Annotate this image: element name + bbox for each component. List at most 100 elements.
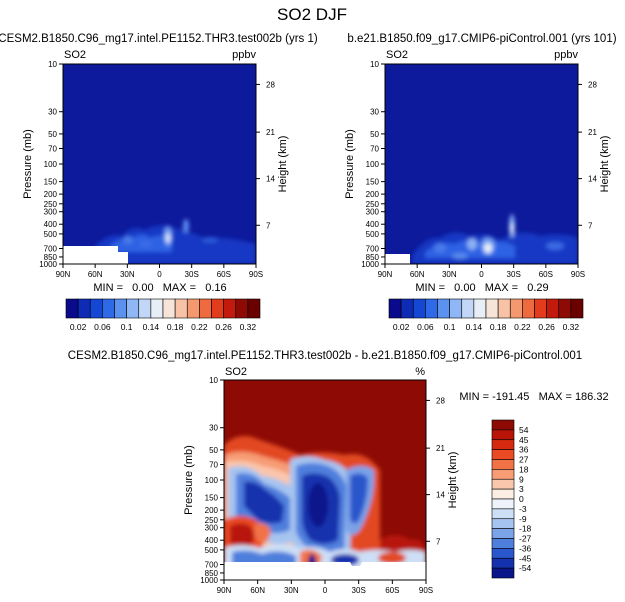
y-tick-label: 30	[370, 108, 379, 117]
colorbar-swatch	[522, 298, 535, 319]
x-tick-label: 60S	[217, 270, 231, 279]
y-axis-title: Pressure (mb)	[183, 445, 195, 515]
colorbar-label: 0.26	[538, 322, 555, 332]
colorbar-swatch	[65, 298, 79, 319]
colorbar-swatch	[412, 298, 426, 319]
x-tick-label: 30N	[284, 586, 299, 595]
colorbar-model: 0.02 0.06 0.1 0.14 0.18 0.22 0.26 0.32	[65, 298, 261, 332]
x-tick-label: 30S	[352, 586, 366, 595]
y-tick-label: 150	[44, 178, 58, 187]
panel-model-field	[63, 64, 256, 264]
x-tick-label: 90S	[249, 270, 263, 279]
colorbar-swatch	[461, 298, 475, 319]
colorbar-label: -54	[519, 563, 532, 573]
colorbar-swatch	[126, 298, 140, 319]
y-axis-title: Pressure (mb)	[22, 129, 34, 199]
x-tick-label: 60S	[539, 270, 553, 279]
colorbar-swatch	[509, 298, 523, 319]
y-tick-label: 400	[366, 220, 380, 229]
colorbar-swatch	[211, 298, 224, 319]
y-right-tick-label: 7	[436, 537, 441, 546]
y-tick-label: 50	[209, 446, 218, 455]
x-tick-label: 90S	[571, 270, 585, 279]
colorbar-swatch	[186, 298, 200, 319]
colorbar-label: -3	[519, 504, 527, 514]
colorbar-swatch	[235, 298, 249, 319]
colorbar-swatch	[491, 498, 515, 510]
colorbar-swatch	[558, 298, 572, 319]
y-axis-title: Pressure (mb)	[344, 129, 356, 199]
colorbar-label: -27	[519, 534, 532, 544]
colorbar-swatch	[150, 298, 164, 319]
colorbar-swatch	[491, 538, 515, 549]
y-tick-label: 1000	[361, 260, 379, 269]
panel-difference-right-label: %	[415, 366, 425, 378]
y-tick-label: 300	[205, 524, 219, 533]
y-tick-label: 250	[205, 516, 219, 525]
colorbar-swatch	[491, 449, 515, 460]
y-tick-label: 10	[370, 60, 379, 69]
colorbar-control: 0.02 0.06 0.1 0.14 0.18 0.22 0.26 0.32	[388, 298, 584, 332]
y-axis-right-title: Height (km)	[277, 136, 289, 193]
panel-model-right-label: ppbv	[232, 49, 256, 61]
x-tick-label: 90S	[419, 586, 433, 595]
panel-control-right-label: ppbv	[554, 49, 578, 61]
panel-control-axes: 1030507010015020025030040050070085010002…	[344, 60, 611, 279]
x-tick-label: 60S	[385, 586, 399, 595]
y-right-tick-label: 21	[588, 128, 597, 137]
x-tick-label: 90N	[217, 586, 232, 595]
colorbar-swatch	[223, 298, 237, 319]
colorbar-label: 0.02	[393, 322, 410, 332]
colorbar-swatch	[400, 298, 414, 319]
y-axis-right-title: Height (km)	[599, 136, 611, 193]
colorbar-swatch	[491, 488, 515, 500]
y-tick-label: 700	[44, 245, 58, 254]
colorbar-label: 0.22	[514, 322, 531, 332]
colorbar-label: -45	[519, 553, 532, 563]
y-tick-label: 150	[205, 494, 219, 503]
colorbar-label: 0.26	[215, 322, 232, 332]
y-right-tick-label: 28	[436, 396, 445, 405]
y-tick-label: 250	[44, 200, 58, 209]
y-tick-label: 300	[366, 208, 380, 217]
colorbar-label: 0.02	[70, 322, 87, 332]
colorbar-swatch	[491, 459, 515, 470]
colorbar-label: 45	[519, 435, 529, 445]
colorbar-label: -36	[519, 543, 532, 553]
panel-control: b.e21.B1850.f09_g17.CMIP6-piControl.001 …	[344, 33, 617, 294]
colorbar-label: -18	[519, 524, 532, 534]
colorbar-swatch	[138, 298, 152, 319]
x-tick-label: 60N	[250, 586, 265, 595]
panel-model-axes: 1030507010015020025030040050070085010002…	[22, 60, 289, 279]
y-tick-label: 70	[370, 145, 379, 154]
x-tick-label: 60N	[410, 270, 425, 279]
colorbar-swatch	[77, 298, 91, 319]
colorbar-swatch	[534, 298, 547, 319]
panel-model-left-label: SO2	[64, 49, 86, 61]
x-tick-label: 30S	[185, 270, 199, 279]
y-tick-label: 700	[366, 245, 380, 254]
colorbar-label: 0.1	[444, 322, 456, 332]
panel-difference-stats: MIN = -191.45 MAX = 186.32	[459, 391, 608, 403]
panel-control-stats: MIN = 0.00 MAX = 0.29	[415, 282, 548, 294]
colorbar-swatch	[102, 298, 115, 319]
colorbar-label: 18	[519, 464, 529, 474]
colorbar-swatch	[449, 298, 463, 319]
colorbar-swatch	[491, 528, 515, 539]
colorbar-label: 0.18	[490, 322, 507, 332]
colorbar-label: 0.32	[240, 322, 257, 332]
y-tick-label: 1000	[39, 260, 57, 269]
y-tick-label: 850	[44, 253, 58, 262]
y-tick-label: 10	[209, 376, 218, 385]
panel-control-field	[385, 64, 578, 264]
y-tick-label: 50	[48, 130, 57, 139]
panel-control-left-label: SO2	[386, 49, 408, 61]
y-tick-label: 200	[366, 190, 380, 199]
y-tick-label: 250	[366, 200, 380, 209]
y-tick-label: 50	[370, 130, 379, 139]
colorbar-swatch	[174, 298, 188, 319]
x-tick-label: 0	[323, 586, 328, 595]
colorbar-swatch	[437, 298, 450, 319]
colorbar-label: 3	[519, 484, 524, 494]
